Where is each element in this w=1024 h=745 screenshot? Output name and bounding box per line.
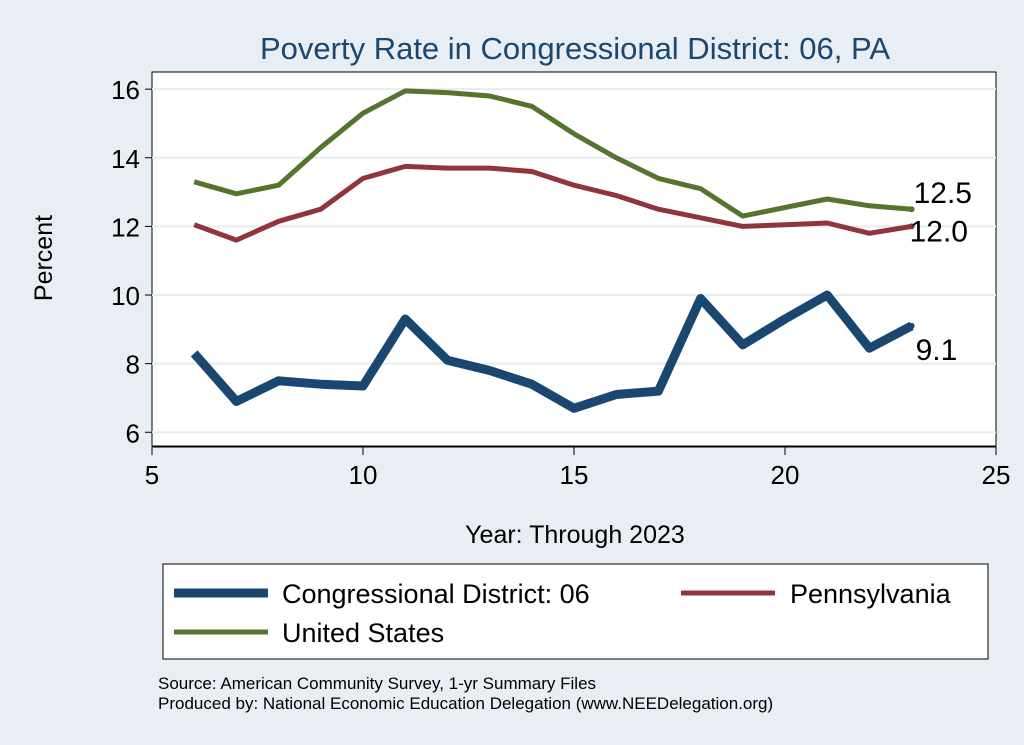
y-tick-label: 16 xyxy=(111,75,140,105)
y-axis-label: Percent xyxy=(30,215,58,301)
y-tick-label: 6 xyxy=(126,418,140,448)
series-lines xyxy=(190,88,915,413)
x-tick-label: 25 xyxy=(982,460,1011,490)
producer-note: Produced by: National Economic Education… xyxy=(158,694,773,713)
plot-area xyxy=(151,71,997,447)
x-axis-label: Year: Through 2023 xyxy=(465,521,685,549)
end-label-united-states: 12.5 xyxy=(914,177,972,210)
chart-title: Poverty Rate in Congressional District: … xyxy=(260,31,890,66)
axes: 6 8 10 12 14 16 5 10 15 20 25 xyxy=(111,75,1010,490)
series-line-pennsylvania xyxy=(193,163,913,243)
y-tick-label: 10 xyxy=(111,281,140,311)
y-tick-label: 14 xyxy=(111,144,140,174)
series-line-district-end-point xyxy=(908,322,915,329)
legend-label-united-states: United States xyxy=(282,618,444,648)
source-note: Source: American Community Survey, 1-yr … xyxy=(158,674,596,693)
end-label-district: 9.1 xyxy=(916,334,958,367)
series-line-district xyxy=(190,290,914,413)
legend-box xyxy=(162,563,989,660)
x-tick-label: 5 xyxy=(145,460,159,490)
end-labels: 9.1 12.0 12.5 xyxy=(910,177,972,367)
gridlines xyxy=(152,88,996,434)
y-tick-label: 8 xyxy=(126,350,140,380)
x-tick-label: 10 xyxy=(349,460,378,490)
y-tick-label: 12 xyxy=(111,212,140,242)
series-line-united-states-end-point xyxy=(908,206,915,213)
x-tick-label: 15 xyxy=(560,460,589,490)
legend-label-district: Congressional District: 06 xyxy=(282,579,590,609)
legend-label-pennsylvania: Pennsylvania xyxy=(790,579,952,609)
legend: Congressional District: 06 Pennsylvania … xyxy=(162,563,989,660)
series-line-united-states xyxy=(193,88,912,219)
series-line-pennsylvania-end-point xyxy=(908,223,915,230)
x-tick-label: 20 xyxy=(771,460,800,490)
end-label-pennsylvania: 12.0 xyxy=(910,215,968,248)
